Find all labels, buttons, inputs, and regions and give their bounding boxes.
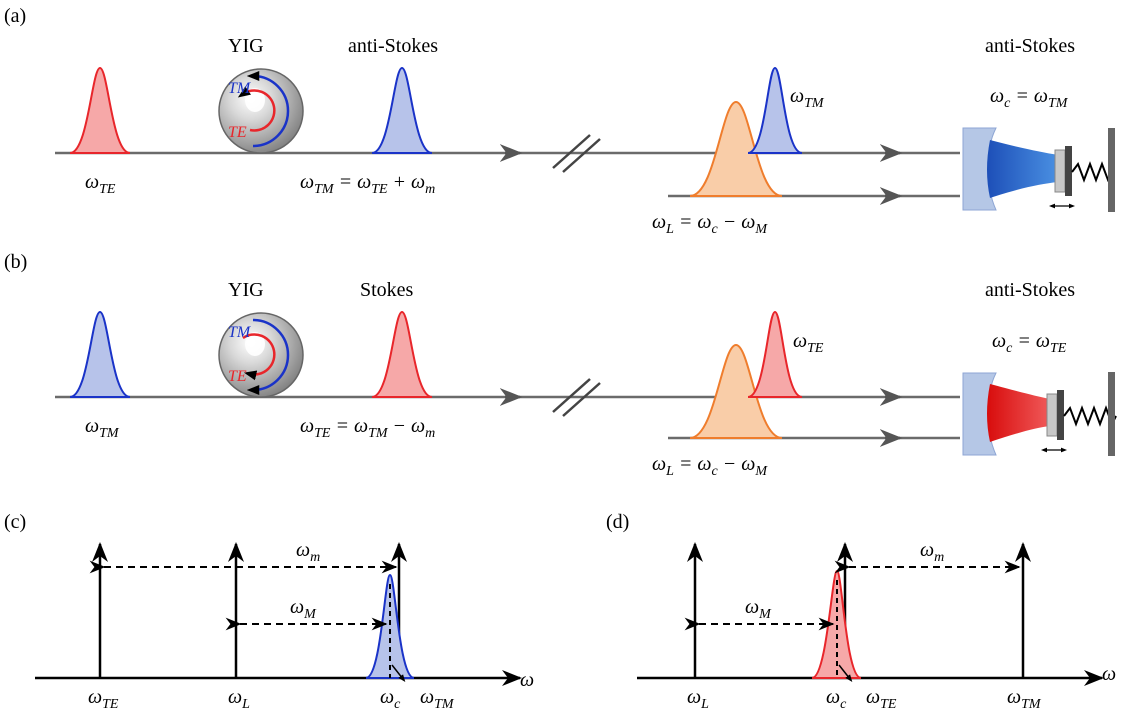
break-mark — [552, 378, 591, 413]
tick-te-label: ωTE — [866, 686, 897, 712]
yig-label: YIG — [228, 279, 264, 301]
resonance-equation: ωc = ωTE — [992, 330, 1067, 356]
fixed-wall — [1108, 128, 1115, 212]
signal-freq-label: ωTE — [793, 330, 824, 356]
gap-m-label: ωm — [920, 539, 944, 565]
sphere-tm-label: TM — [228, 80, 252, 97]
output-pulse — [371, 310, 433, 398]
tick-c-label: ωc — [380, 686, 401, 712]
panel-c-label: (c) — [4, 511, 26, 533]
te-mode-arrow-icon — [237, 86, 276, 132]
output-pulse — [371, 66, 433, 154]
sphere-te-label: TE — [228, 124, 247, 141]
movable-mirror — [1046, 393, 1058, 437]
cavity-field — [987, 384, 1050, 442]
process-label: anti-Stokes — [348, 35, 438, 57]
gap-m-label: ωm — [296, 539, 320, 565]
te-mode-arrow-icon — [242, 333, 276, 381]
gap-M-label: ωM — [290, 596, 317, 622]
input-pulse — [69, 310, 131, 398]
cavity-resonance — [365, 573, 415, 679]
sphere-te-label: TE — [228, 368, 247, 385]
signal-freq-label: ωTM — [790, 85, 825, 111]
panel-d: (d) ω ωm ωM ωL ωc ωTE ωTM — [606, 511, 1116, 712]
panel-b-label: (b) — [4, 251, 27, 273]
tick-tm-label: ωTM — [1007, 686, 1042, 712]
input-freq-label: ωTM — [85, 415, 120, 441]
tick-te-label: ωTE — [88, 686, 119, 712]
yig-label: YIG — [228, 35, 264, 57]
fixed-wall — [1108, 372, 1115, 456]
process-label: Stokes — [360, 279, 414, 301]
break-mark — [552, 134, 591, 169]
signal-pulse — [747, 310, 803, 398]
output-freq-equation: ωTE = ωTM − ωm — [300, 415, 435, 441]
panel-c: (c) ω ωm ωM ωTE ωL ωc ωTM — [4, 511, 534, 712]
axis-label: ω — [520, 669, 534, 691]
tick-l-label: ωL — [228, 686, 250, 712]
spring-icon — [1071, 161, 1115, 183]
movable-mirror — [1054, 149, 1066, 193]
tm-mode-arrow-icon — [246, 318, 290, 395]
tick-tm-label: ωTM — [420, 686, 455, 712]
axis-label: ω — [1102, 663, 1116, 685]
resonance-equation: ωc = ωTM — [990, 85, 1069, 111]
cavity-process-label: anti-Stokes — [985, 279, 1075, 301]
panel-a: (a) TM TE YIG anti-Stokes ωTE ωTM = ωTE … — [4, 5, 1115, 237]
input-pulse — [69, 66, 131, 154]
pump-freq-equation: ωL = ωc − ωM — [652, 453, 768, 479]
panel-a-label: (a) — [4, 5, 26, 27]
output-freq-equation: ωTM = ωTE + ωm — [300, 171, 435, 197]
pump-pulse — [689, 343, 783, 439]
gap-M-label: ωM — [745, 596, 772, 622]
sphere-tm-label: TM — [228, 324, 252, 341]
tick-l-label: ωL — [687, 686, 709, 712]
pump-freq-equation: ωL = ωc − ωM — [652, 211, 768, 237]
cavity-process-label: anti-Stokes — [985, 35, 1075, 57]
cavity-field — [987, 140, 1058, 198]
signal-pulse — [747, 66, 803, 154]
panel-b: (b) TM TE YIG Stokes ωTM ωTE = ωTM − ωm … — [4, 251, 1117, 479]
tick-c-label: ωc — [826, 686, 847, 712]
tm-mode-arrow-icon — [246, 71, 290, 148]
panel-d-label: (d) — [606, 511, 629, 533]
pump-pulse — [689, 100, 783, 197]
input-freq-label: ωTE — [85, 171, 116, 197]
